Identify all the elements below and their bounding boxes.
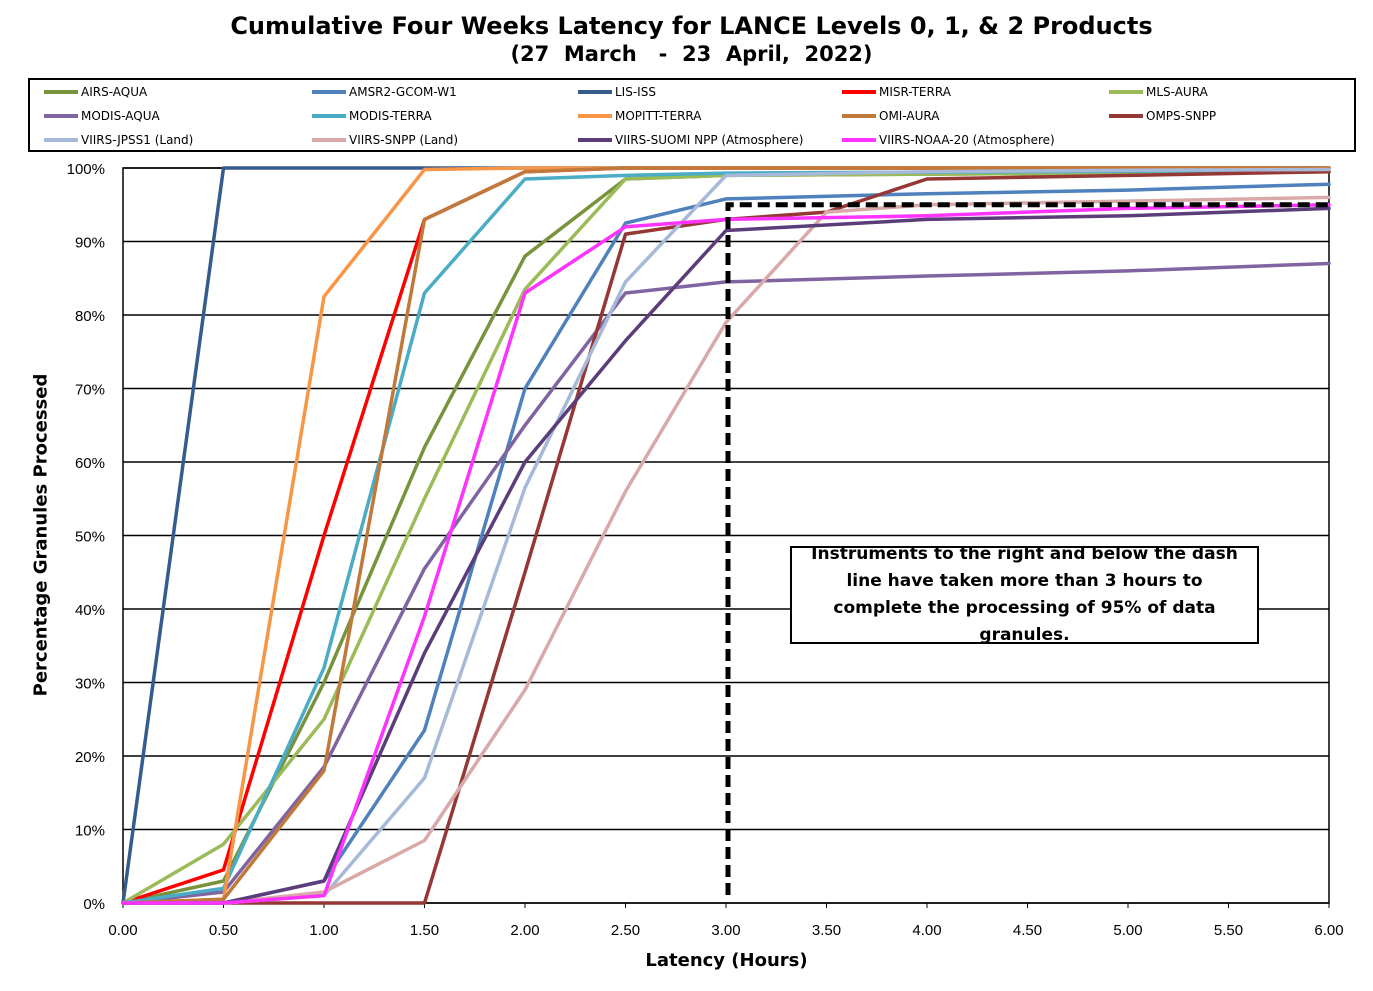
legend-swatch — [578, 138, 612, 142]
legend-item: OMI-AURA — [842, 106, 939, 126]
x-tick-label: 6.00 — [1314, 922, 1343, 939]
y-tick-label: 30% — [75, 676, 105, 693]
legend-item: VIIRS-NOAA-20 (Atmosphere) — [842, 130, 1055, 150]
legend-swatch — [44, 114, 78, 118]
x-tick-label: 2.00 — [510, 922, 539, 939]
legend-item: MODIS-AQUA — [44, 106, 160, 126]
series-line-modis-terra — [121, 168, 1331, 905]
legend-swatch — [1109, 114, 1143, 118]
y-tick-label: 60% — [75, 455, 105, 472]
y-tick-label: 20% — [75, 749, 105, 766]
legend-swatch — [312, 90, 346, 94]
chart-title: Cumulative Four Weeks Latency for LANCE … — [230, 12, 1153, 40]
x-tick-label: 2.50 — [611, 922, 640, 939]
chart-subtitle: (27 March - 23 April, 2022) — [510, 42, 873, 66]
legend-swatch — [1109, 90, 1143, 94]
legend-item: MOPITT-TERRA — [578, 106, 701, 126]
legend-swatch — [44, 138, 78, 142]
y-tick-label: 90% — [75, 235, 105, 252]
legend-swatch — [312, 138, 346, 142]
legend-label: VIIRS-SUOMI NPP (Atmosphere) — [615, 133, 804, 147]
y-tick-label: 70% — [75, 382, 105, 399]
legend-item: MODIS-TERRA — [312, 106, 432, 126]
legend-label: VIIRS-JPSS1 (Land) — [81, 133, 194, 147]
legend-swatch — [312, 114, 346, 118]
series-line-omi-aura — [121, 166, 1331, 905]
legend-label: MOPITT-TERRA — [615, 109, 702, 123]
x-tick-label: 5.00 — [1113, 922, 1142, 939]
legend-label: MODIS-TERRA — [349, 109, 432, 123]
legend-item: OMPS-SNPP — [1109, 106, 1216, 126]
x-tick-label: 3.00 — [711, 922, 740, 939]
y-tick-label: 50% — [75, 529, 105, 546]
legend-label: OMPS-SNPP — [1146, 109, 1217, 123]
legend-swatch — [44, 90, 78, 94]
y-tick-label: 100% — [67, 161, 105, 178]
y-tick-label: 40% — [75, 602, 105, 619]
x-axis-title: Latency (Hours) — [645, 950, 808, 971]
legend-item: VIIRS-SNPP (Land) — [312, 130, 458, 150]
y-tick-label: 10% — [75, 823, 105, 840]
x-tick-label: 1.00 — [309, 922, 338, 939]
legend-item: LIS-ISS — [578, 82, 656, 102]
legend-swatch — [842, 138, 876, 142]
legend-label: LIS-ISS — [615, 85, 656, 99]
legend-item: VIIRS-JPSS1 (Land) — [44, 130, 193, 150]
x-tick-label: 1.50 — [410, 922, 439, 939]
legend-swatch — [578, 114, 612, 118]
legend-item: VIIRS-SUOMI NPP (Atmosphere) — [578, 130, 803, 150]
legend: AIRS-AQUA AMSR2-GCOM-W1 LIS-ISS MISR-TERRA M… — [28, 78, 1356, 152]
legend-swatch — [578, 90, 612, 94]
series-line-viirs-noaa-20-atmosphere — [121, 203, 1331, 905]
legend-label: AIRS-AQUA — [81, 85, 148, 99]
legend-item: AMSR2-GCOM-W1 — [312, 82, 457, 102]
legend-swatch — [842, 90, 876, 94]
x-tick-label: 0.50 — [209, 922, 238, 939]
threshold-dashed-line — [725, 202, 1329, 895]
legend-item: AIRS-AQUA — [44, 82, 147, 102]
annotation-box: Instruments to the right and below the d… — [790, 544, 1259, 645]
series-line-mls-aura — [121, 169, 1331, 905]
x-tick-label: 3.50 — [812, 922, 841, 939]
y-tick-label: 0% — [83, 896, 105, 913]
legend-item: MLS-AURA — [1109, 82, 1208, 102]
legend-swatch — [842, 114, 876, 118]
series-line-omps-snpp — [121, 169, 1331, 905]
x-tick-label: 0.00 — [108, 922, 137, 939]
legend-label: VIIRS-NOAA-20 (Atmosphere) — [879, 133, 1055, 147]
legend-label: VIIRS-SNPP (Land) — [349, 133, 459, 147]
y-tick-label: 80% — [75, 308, 105, 325]
x-tick-label: 4.50 — [1013, 922, 1042, 939]
series-line-modis-aqua — [121, 261, 1331, 905]
legend-label: MISR-TERRA — [879, 85, 951, 99]
legend-label: AMSR2-GCOM-W1 — [349, 85, 457, 99]
legend-label: MLS-AURA — [1146, 85, 1208, 99]
legend-item: MISR-TERRA — [842, 82, 951, 102]
series-line-viirs-suomi-npp-atmosphere — [121, 206, 1331, 905]
y-axis-title: Percentage Granules Processed — [30, 373, 52, 697]
legend-label: MODIS-AQUA — [81, 109, 160, 123]
x-tick-label: 4.00 — [912, 922, 941, 939]
legend-label: OMI-AURA — [879, 109, 940, 123]
x-tick-label: 5.50 — [1214, 922, 1243, 939]
